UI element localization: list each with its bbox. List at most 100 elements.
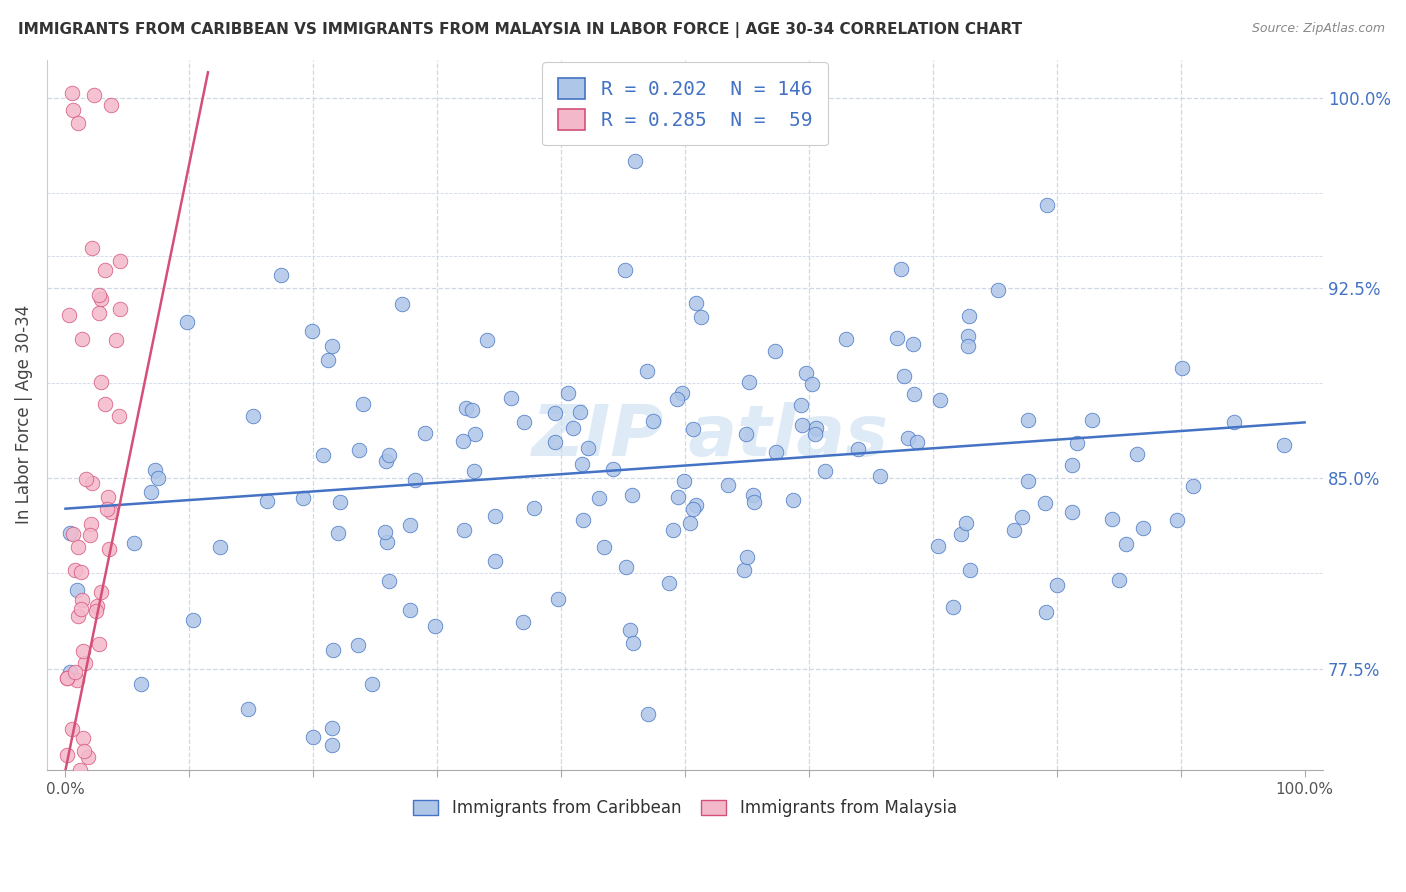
Point [1033, 496, 1056, 510]
Point [1166, 513, 1188, 527]
Point [499, 391, 522, 405]
Point [477, 334, 499, 348]
Point [742, 495, 765, 509]
Point [110, 254, 132, 268]
Point [803, 426, 825, 441]
Point [544, 435, 567, 450]
Point [658, 576, 681, 591]
Point [87, 288, 110, 302]
Point [461, 403, 484, 417]
Point [302, 730, 325, 744]
Point [621, 636, 644, 650]
Point [800, 376, 823, 391]
Point [568, 405, 591, 419]
Point [1062, 458, 1084, 472]
Point [513, 415, 536, 429]
Point [869, 468, 891, 483]
Point [682, 502, 704, 516]
Point [98, 542, 121, 557]
Point [523, 501, 546, 516]
Point [404, 473, 426, 487]
Point [129, 677, 152, 691]
Point [453, 523, 475, 537]
Point [70, 775, 93, 789]
Point [146, 471, 169, 485]
Point [181, 613, 204, 627]
Point [956, 339, 979, 353]
Point [270, 268, 292, 282]
Point [806, 421, 828, 435]
Point [375, 535, 398, 549]
Point [66, 609, 89, 624]
Point [547, 591, 569, 606]
Point [1035, 605, 1057, 619]
Point [1017, 413, 1039, 427]
Point [1132, 521, 1154, 535]
Point [955, 516, 977, 530]
Point [94, 263, 117, 277]
Point [56, 775, 79, 789]
Point [846, 442, 869, 456]
Point [86, 599, 108, 613]
Point [60, 723, 83, 737]
Y-axis label: In Labor Force | Age 30-34: In Labor Force | Age 30-34 [15, 305, 32, 524]
Point [70, 775, 93, 789]
Point [666, 392, 689, 406]
Point [886, 331, 908, 345]
Point [671, 386, 693, 401]
Point [928, 392, 950, 407]
Point [637, 707, 659, 722]
Point [893, 369, 915, 384]
Point [735, 427, 758, 442]
Point [672, 474, 695, 488]
Point [949, 526, 972, 541]
Point [637, 364, 659, 378]
Point [70, 332, 93, 346]
Point [377, 574, 399, 588]
Point [84, 604, 107, 618]
Point [690, 310, 713, 324]
Point [957, 328, 980, 343]
Point [451, 434, 474, 449]
Point [423, 618, 446, 632]
Point [602, 462, 624, 476]
Point [588, 491, 610, 505]
Point [94, 397, 117, 411]
Point [571, 513, 593, 527]
Point [738, 375, 761, 389]
Point [737, 549, 759, 564]
Point [66, 116, 89, 130]
Point [1017, 475, 1039, 489]
Point [62, 526, 84, 541]
Legend: Immigrants from Caribbean, Immigrants from Malaysia: Immigrants from Caribbean, Immigrants fr… [405, 791, 965, 826]
Point [69, 601, 91, 615]
Point [835, 332, 858, 346]
Point [56, 775, 79, 789]
Point [790, 417, 813, 432]
Point [1011, 509, 1033, 524]
Point [377, 448, 399, 462]
Point [321, 339, 343, 353]
Point [90, 585, 112, 599]
Point [70, 565, 93, 579]
Text: Source: ZipAtlas.com: Source: ZipAtlas.com [1251, 22, 1385, 36]
Point [63, 665, 86, 679]
Point [76, 750, 98, 764]
Point [322, 642, 344, 657]
Point [454, 401, 477, 415]
Point [236, 702, 259, 716]
Point [763, 343, 786, 358]
Point [242, 409, 264, 423]
Point [79, 528, 101, 542]
Text: IMMIGRANTS FROM CARIBBEAN VS IMMIGRANTS FROM MALAYSIA IN LABOR FORCE | AGE 30-34: IMMIGRANTS FROM CARIBBEAN VS IMMIGRANTS … [18, 22, 1022, 38]
Point [80, 241, 103, 255]
Point [624, 154, 647, 169]
Point [512, 615, 534, 629]
Point [321, 738, 343, 752]
Point [571, 458, 593, 472]
Point [682, 422, 704, 436]
Point [593, 541, 616, 555]
Point [321, 722, 343, 736]
Point [349, 443, 371, 458]
Point [905, 435, 928, 450]
